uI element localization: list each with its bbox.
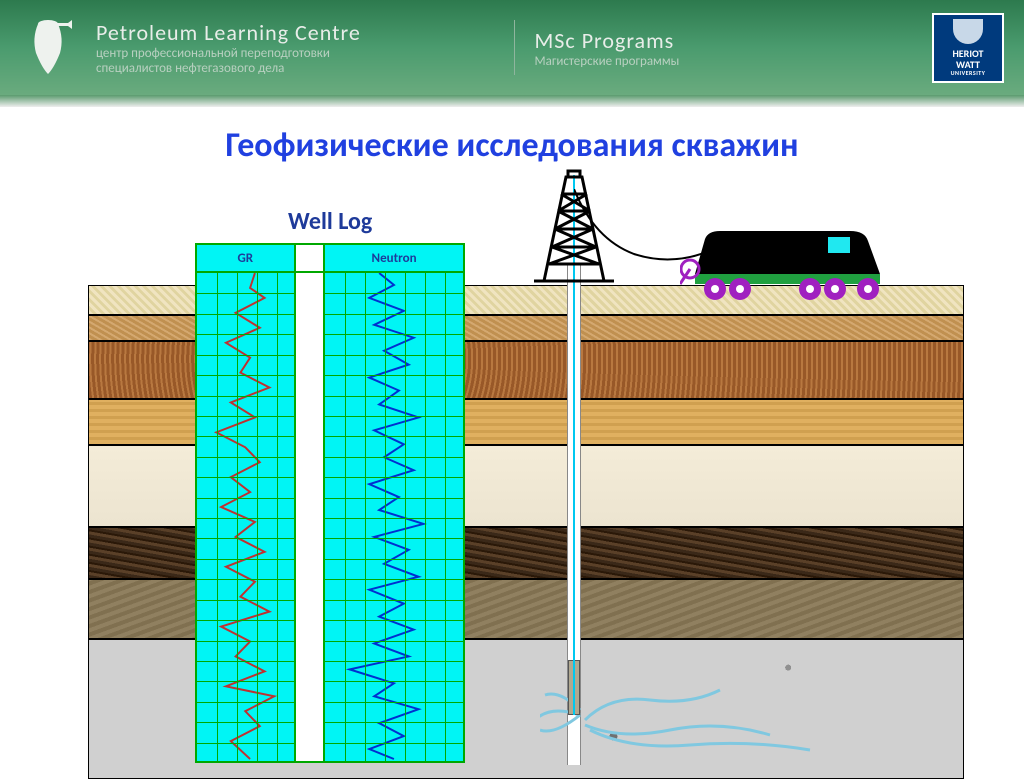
org-title: Petroleum Learning Centre	[96, 19, 494, 46]
depth-track-header	[296, 245, 326, 271]
gr-curve	[197, 273, 294, 761]
header-divider	[514, 20, 515, 75]
fractures-icon	[540, 685, 820, 755]
org-sub2: специалистов нефтегазового дела	[96, 61, 494, 76]
header-banner: Petroleum Learning Centre центр професси…	[0, 0, 1024, 95]
program-sub: Магистерские программы	[535, 54, 933, 69]
neutron-track-label: Neutron	[325, 245, 463, 271]
log-header: GR Neutron	[197, 245, 463, 273]
program-block: MSc Programs Магистерские программы	[535, 27, 933, 69]
heriot-watt-logo: HERIOT WATT UNIVERSITY	[932, 13, 1004, 83]
org-sub1: центр профессиональной переподготовки	[96, 46, 494, 61]
gr-track	[197, 273, 296, 761]
shield-icon	[953, 19, 983, 44]
org-block: Petroleum Learning Centre центр професси…	[96, 19, 494, 76]
depth-track	[296, 273, 326, 761]
gr-track-label: GR	[197, 245, 296, 271]
well-log-panel: GR Neutron	[195, 243, 465, 763]
neutron-track	[325, 273, 463, 761]
logging-truck-icon	[680, 229, 890, 301]
plc-logo-icon	[20, 18, 76, 78]
slide-title: Геофизические исследования скважин	[0, 125, 1024, 166]
well-log-label: Well Log	[288, 207, 372, 236]
log-body	[197, 273, 463, 761]
program-title: MSc Programs	[535, 27, 933, 54]
diagram-area: Well Log	[0, 175, 1024, 767]
hw-univ: UNIVERSITY	[951, 70, 986, 77]
